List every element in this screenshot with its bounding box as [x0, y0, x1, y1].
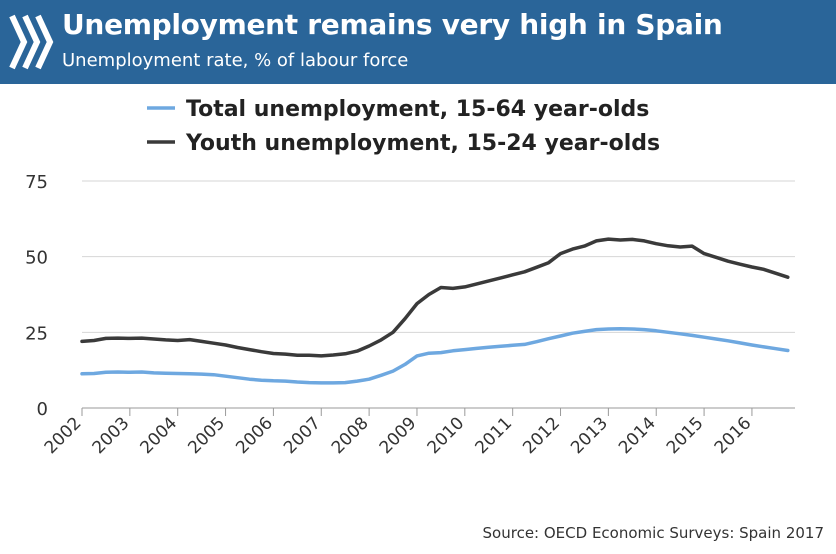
- legend-label: Youth unemployment, 15-24 year-olds: [185, 131, 660, 156]
- x-tick-label: 2008: [328, 413, 373, 458]
- x-tick-label: 2004: [137, 413, 182, 458]
- x-tick-label: 2005: [184, 413, 229, 458]
- chart-header: Unemployment remains very high in Spain …: [0, 0, 836, 84]
- x-tick-label: 2016: [711, 413, 756, 458]
- x-tick-label: 2013: [567, 413, 612, 458]
- y-tick-label: 0: [37, 399, 48, 420]
- series-line-total: [80, 326, 790, 385]
- series-line-youth: [80, 237, 790, 358]
- source-note: Source: OECD Economic Surveys: Spain 201…: [482, 524, 824, 542]
- x-tick-label: 2003: [89, 413, 134, 458]
- x-tick-label: 2007: [280, 413, 325, 458]
- x-tick-label: 2014: [615, 413, 660, 458]
- legend-label: Total unemployment, 15-64 year-olds: [186, 97, 649, 122]
- oecd-chevrons-icon: [9, 14, 54, 70]
- x-tick-label: 2010: [424, 413, 469, 458]
- y-tick-label: 50: [25, 248, 48, 269]
- legend: Total unemployment, 15-64 year-olds Youth…: [147, 97, 660, 156]
- y-tick-label: 25: [25, 323, 48, 344]
- x-tick-label: 2012: [519, 413, 564, 458]
- x-tick-label: 2015: [663, 413, 708, 458]
- y-tick-label: 75: [25, 172, 48, 193]
- series-lines: [80, 237, 790, 385]
- x-tick-label: 2002: [41, 413, 86, 458]
- chart-subtitle: Unemployment rate, % of labour force: [62, 50, 409, 71]
- x-tick-label: 2009: [376, 413, 421, 458]
- chart-title: Unemployment remains very high in Spain: [62, 8, 723, 41]
- x-tick-label: 2006: [232, 413, 277, 458]
- x-tick-label: 2011: [471, 413, 516, 458]
